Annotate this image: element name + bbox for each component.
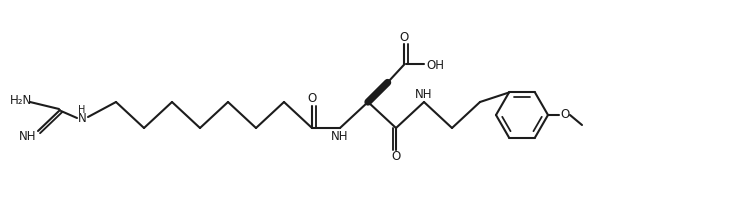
Text: NH: NH xyxy=(20,130,37,144)
Text: NH: NH xyxy=(415,88,433,101)
Text: O: O xyxy=(400,31,409,44)
Text: OH: OH xyxy=(427,59,444,72)
Text: NH: NH xyxy=(331,129,349,143)
Text: H₂N: H₂N xyxy=(10,94,32,108)
Text: O: O xyxy=(560,109,569,122)
Text: H: H xyxy=(78,105,86,115)
Text: N: N xyxy=(78,112,87,126)
Text: O: O xyxy=(391,150,400,164)
Text: O: O xyxy=(308,92,317,106)
